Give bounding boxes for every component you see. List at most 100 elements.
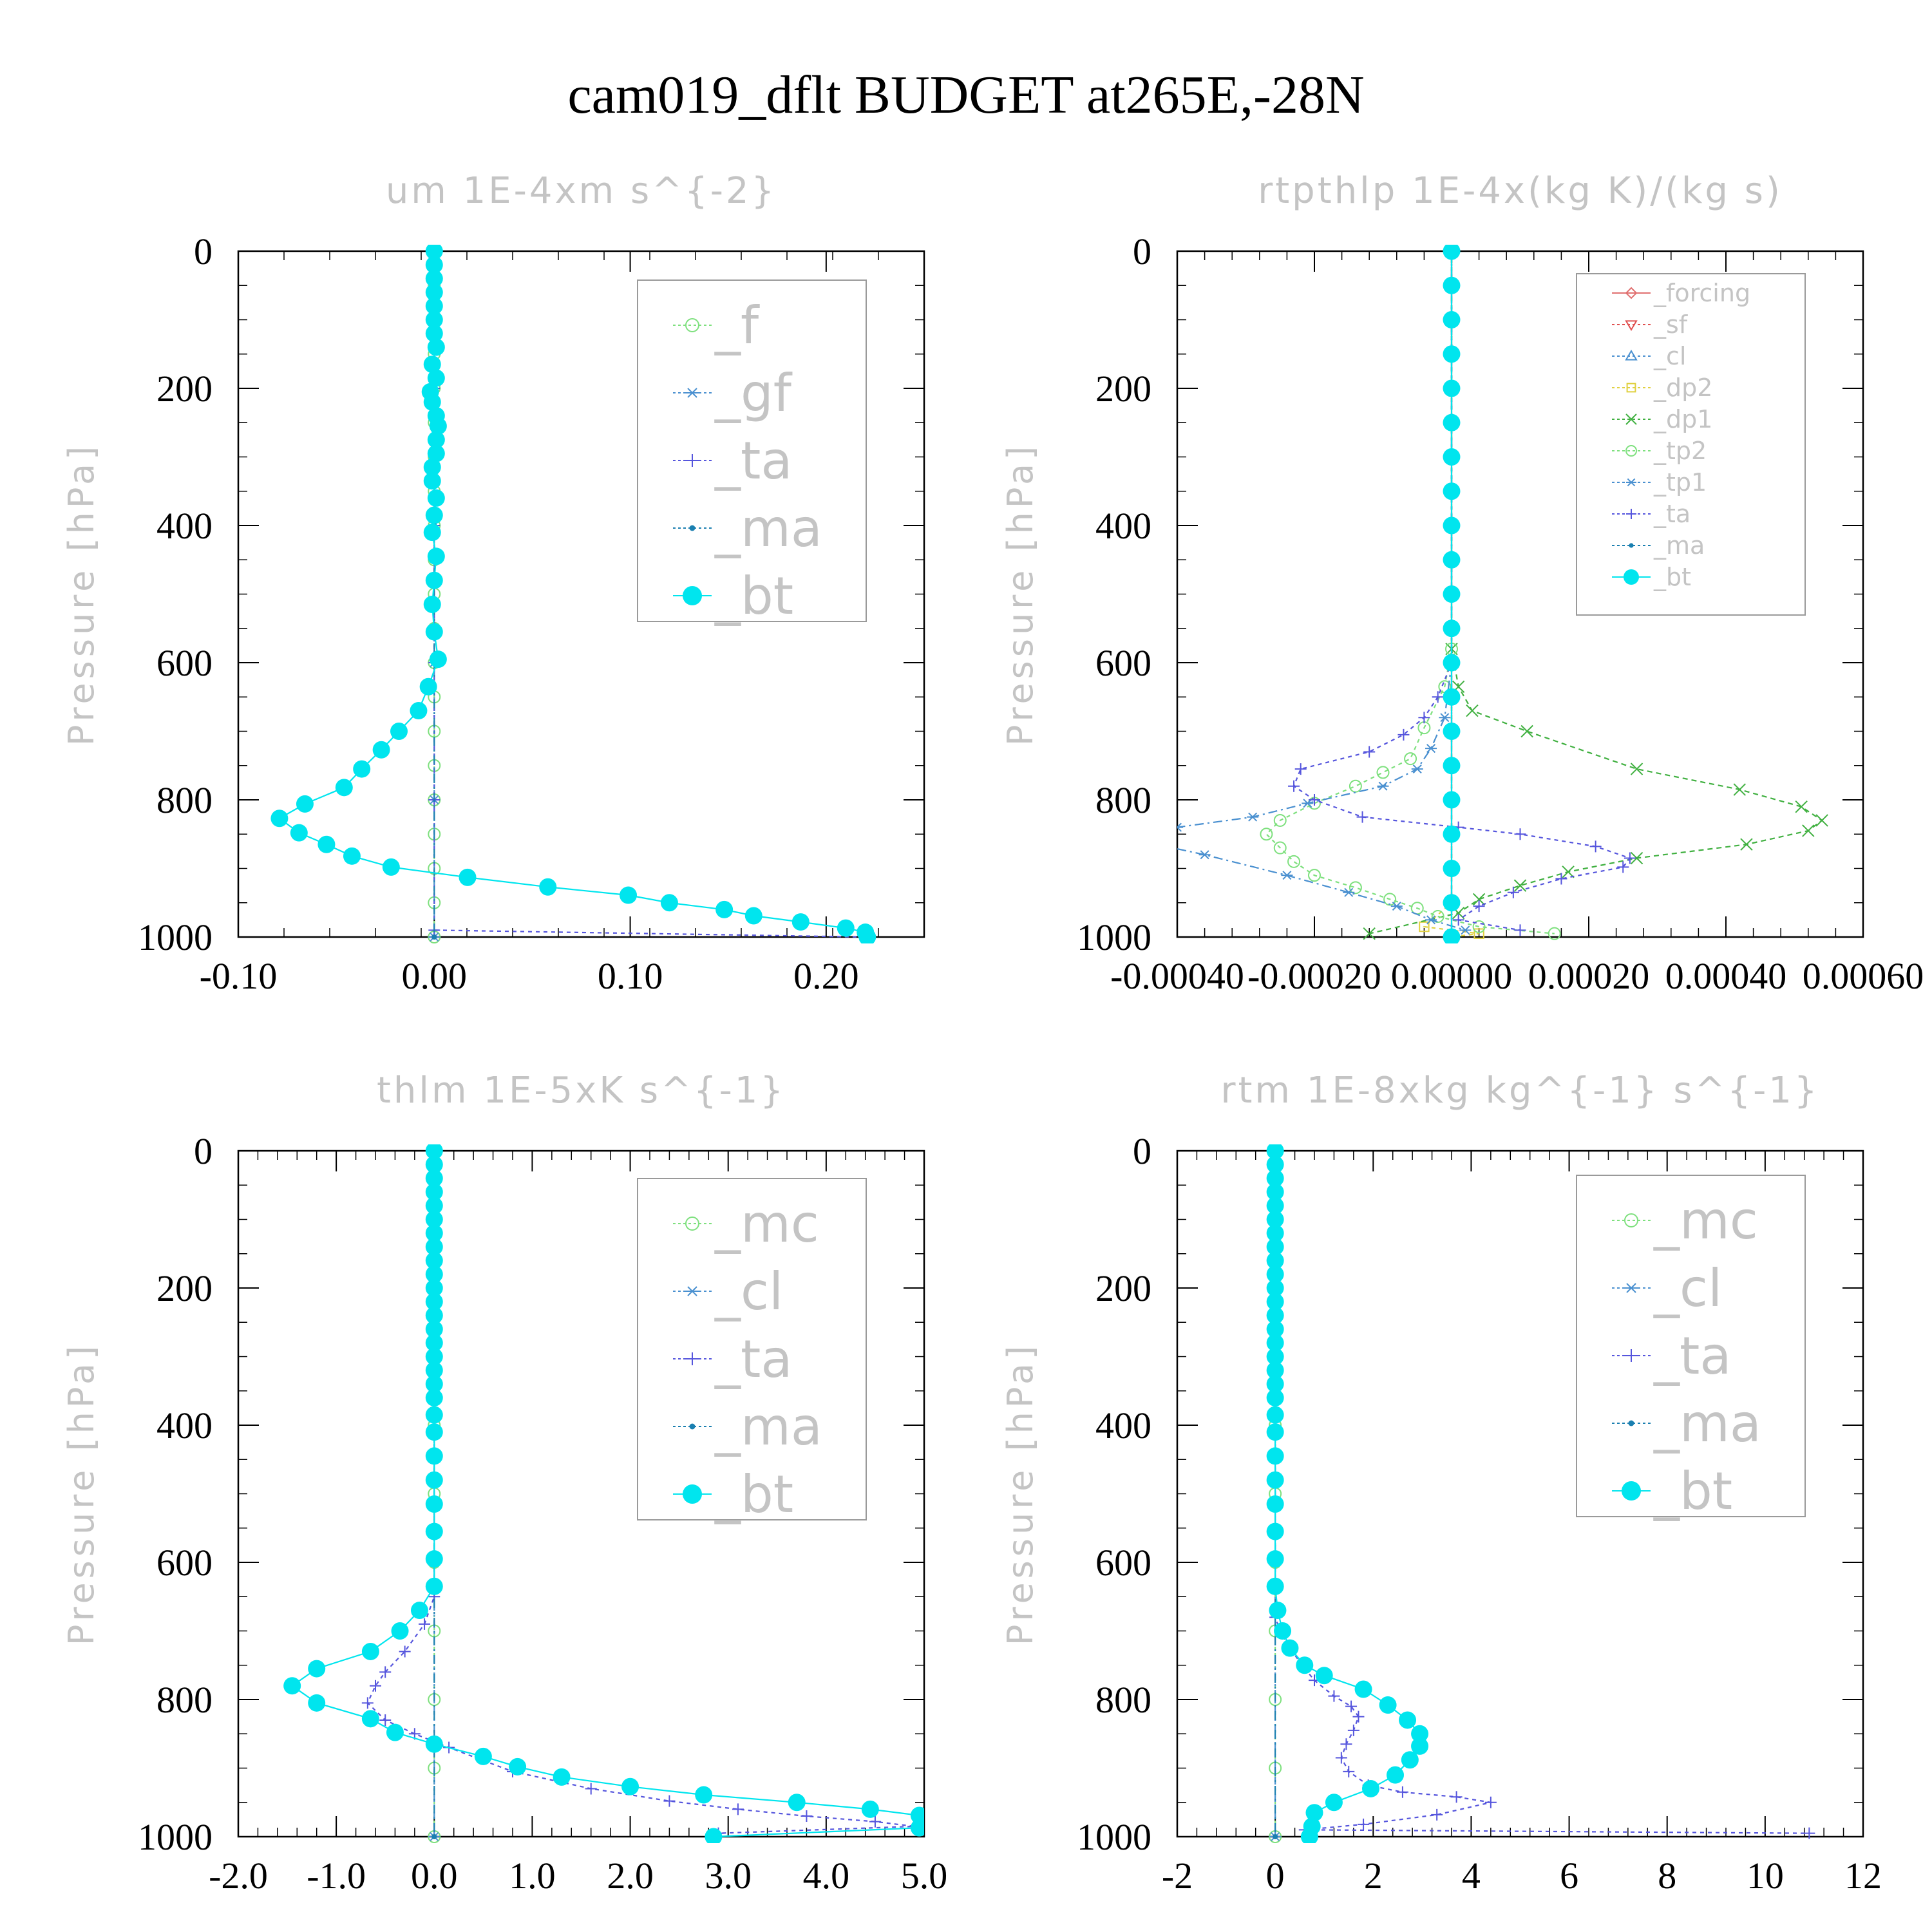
data-point-bt: [1266, 1197, 1284, 1215]
panel-title: thlm 1E-5xK s^{-1}: [377, 1070, 786, 1112]
data-point-bt: [382, 858, 400, 876]
x-tick-label: 12: [1844, 1855, 1882, 1897]
legend-box: [1576, 1175, 1806, 1517]
y-tick-label: 400: [1095, 505, 1151, 547]
panel-title: rtm 1E-8xkg kg^{-1} s^{-1}: [1220, 1070, 1819, 1112]
legend-label: _gf: [714, 363, 793, 423]
legend-marker-bt: [1624, 569, 1639, 585]
data-point-bt: [290, 824, 308, 842]
x-tick-label: 0.0: [411, 1855, 458, 1897]
data-point-bt: [715, 900, 734, 918]
x-tick-label: -1.0: [307, 1855, 366, 1897]
legend-label: _bt: [1653, 1461, 1732, 1521]
data-point-bt: [427, 338, 445, 356]
y-tick-label: 200: [156, 1267, 213, 1309]
data-point-bt: [425, 571, 443, 589]
legend-marker-ta: [686, 454, 699, 467]
data-point-bt: [425, 1423, 443, 1441]
legend-marker-ta: [1626, 509, 1636, 519]
data-point-bt: [1266, 1423, 1284, 1441]
data-point-ta: [1396, 1786, 1408, 1798]
data-point-bt: [1354, 1680, 1372, 1698]
legend-label: _sf: [1653, 310, 1689, 339]
data-point-bt: [1266, 1211, 1284, 1228]
data-point-bt: [425, 1293, 443, 1311]
x-tick-label: -0.10: [200, 955, 278, 997]
data-point-bt: [425, 623, 443, 641]
data-point-bt: [425, 1334, 443, 1352]
data-point-tp1: [1390, 902, 1403, 911]
data-point-ta: [1452, 914, 1464, 926]
data-point-ta: [1343, 1765, 1355, 1777]
data-point-bt: [1266, 1348, 1284, 1365]
data-point-bt: [317, 835, 336, 853]
data-point-tp2: [1472, 920, 1486, 934]
data-point-bt: [429, 650, 447, 668]
data-point-bt: [1266, 1251, 1284, 1269]
data-point-bt: [425, 1307, 443, 1325]
data-point-bt: [553, 1768, 571, 1786]
data-point-bt: [1443, 585, 1461, 603]
data-point-bt: [1266, 1406, 1284, 1424]
data-point-bt: [1443, 379, 1461, 397]
data-point-bt: [410, 1602, 428, 1620]
x-tick-label: 8: [1658, 1855, 1676, 1897]
data-point-bt: [425, 283, 443, 301]
data-point-bt: [425, 1361, 443, 1379]
series-layer: [1266, 1144, 1815, 1843]
data-point-bt: [1443, 654, 1461, 672]
legend-label: _forcing: [1653, 279, 1750, 307]
data-point-ta: [585, 1783, 597, 1795]
y-tick-label: 800: [156, 1679, 213, 1721]
legend-label: _cl: [1653, 1258, 1722, 1318]
data-point-ta: [361, 1697, 374, 1709]
data-point-bt: [425, 1375, 443, 1393]
data-point-bt: [1443, 757, 1461, 775]
series-layer: [270, 245, 876, 943]
legend-box: [637, 279, 867, 622]
x-tick-label: 1.0: [509, 1855, 556, 1897]
legend-marker-bt: [1622, 1481, 1641, 1501]
data-point-bt: [425, 1522, 443, 1540]
data-point-bt: [361, 1710, 379, 1728]
panel-1: um 1E-4xm s^{-2} Pressure [hPa] -0.10 0.00 0…: [61, 170, 925, 997]
data-point-bt: [1266, 1224, 1284, 1242]
data-point-ma: [1273, 1833, 1278, 1840]
data-point-bt: [425, 1155, 443, 1173]
legend-marker-f: [685, 318, 699, 332]
data-point-bt: [459, 868, 477, 886]
x-tick-label: 2: [1364, 1855, 1383, 1897]
data-point-dp1: [1815, 814, 1828, 827]
data-point-ma: [431, 934, 437, 940]
legend-label: _ma: [1653, 1394, 1761, 1454]
data-point-ta: [800, 1810, 813, 1823]
legend-marker-tp2: [1625, 445, 1637, 457]
x-tick-label: 6: [1560, 1855, 1578, 1897]
data-point-bt: [1266, 1279, 1284, 1297]
data-point-bt: [427, 444, 445, 462]
y-tick-label: 600: [1095, 1542, 1151, 1584]
data-point-ta: [1347, 1724, 1359, 1736]
panel-title: um 1E-4xm s^{-2}: [386, 170, 777, 212]
data-point-bt: [425, 1170, 443, 1188]
legend-label: _ma: [1653, 531, 1705, 560]
data-point-bt: [425, 1238, 443, 1256]
y-tick-label: 400: [156, 505, 213, 547]
data-point-tp1: [1459, 925, 1472, 935]
data-point-bt: [361, 1642, 379, 1660]
legend-marker-ma: [1629, 543, 1634, 548]
legend-label: _tp1: [1653, 468, 1707, 497]
x-tick-label: -0.00040: [1110, 955, 1244, 997]
data-point-bt: [1296, 1656, 1314, 1674]
data-point-bt: [427, 369, 445, 387]
x-tick-label: 0.00040: [1665, 955, 1787, 997]
data-point-tp1: [1281, 871, 1293, 880]
data-point-bt: [1443, 413, 1461, 431]
x-tick-label: 0.20: [793, 955, 859, 997]
data-point-tp1: [1247, 812, 1259, 822]
x-tick-label: 0.00000: [1391, 955, 1513, 997]
data-point-ta: [1432, 691, 1444, 703]
legend-marker-ma: [689, 525, 696, 531]
legend-label: _bt: [714, 566, 793, 626]
data-point-ta: [379, 1666, 392, 1678]
